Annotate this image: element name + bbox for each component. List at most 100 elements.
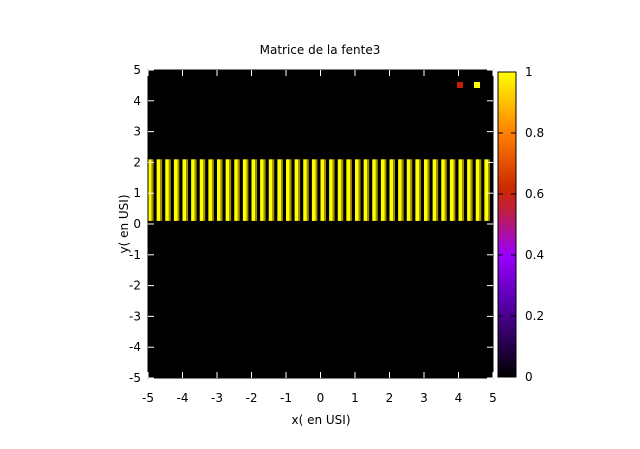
slit-bright bbox=[234, 159, 238, 221]
slit-bright bbox=[208, 159, 212, 221]
slit-mid bbox=[306, 159, 309, 221]
legend bbox=[457, 82, 480, 88]
slit-bright bbox=[148, 159, 152, 221]
x-tick-label: 3 bbox=[420, 391, 428, 405]
x-tick-label: -4 bbox=[177, 391, 189, 405]
slit-mid bbox=[272, 159, 275, 221]
slit-mid bbox=[186, 159, 189, 221]
y-tick-label: -1 bbox=[129, 248, 141, 262]
colorbar-axis: 1 0.8 0.6 0.4 0.2 0 bbox=[498, 65, 544, 384]
slit-bright bbox=[484, 159, 488, 221]
slit-bright bbox=[432, 159, 437, 221]
x-tick-label: -1 bbox=[280, 391, 292, 405]
slit-bright bbox=[458, 159, 463, 221]
x-axis: -5 -4 -3 -2 -1 0 1 2 3 4 5 bbox=[142, 70, 497, 405]
slit-mid bbox=[418, 159, 421, 221]
slit-bright bbox=[355, 159, 359, 221]
legend-marker bbox=[457, 82, 463, 88]
x-tick-label: 5 bbox=[489, 391, 497, 405]
x-tick-label: 0 bbox=[317, 391, 325, 405]
slit-mid bbox=[203, 159, 206, 221]
y-axis-label: y( en USI) bbox=[117, 194, 131, 253]
slit-mid bbox=[401, 159, 404, 221]
slit-bright bbox=[242, 159, 247, 221]
slit-bright bbox=[398, 159, 402, 221]
slit-mid bbox=[194, 159, 197, 221]
slit-bright bbox=[441, 159, 445, 221]
y-tick-label: 1 bbox=[133, 186, 141, 200]
y-tick-label: 4 bbox=[133, 94, 141, 108]
slit-mid bbox=[160, 159, 163, 221]
slit-mid bbox=[479, 159, 482, 221]
slit-bright bbox=[156, 159, 161, 221]
slit-mid bbox=[177, 159, 180, 221]
y-axis: 5 4 3 2 1 0 -1 -2 -3 -4 -5 bbox=[129, 63, 493, 385]
slit-mid bbox=[453, 159, 456, 221]
slit-mid bbox=[436, 159, 439, 221]
slit-mid bbox=[470, 159, 473, 221]
slit-bright bbox=[380, 159, 385, 221]
colorbar-tick-label: 0.4 bbox=[525, 248, 544, 262]
slit-mid bbox=[263, 159, 266, 221]
slit-mid bbox=[341, 159, 344, 221]
slit-mid bbox=[393, 159, 396, 221]
slit-mid bbox=[246, 159, 249, 221]
x-tick-label: -2 bbox=[246, 391, 258, 405]
slit-bright bbox=[311, 159, 316, 221]
y-tick-label: 2 bbox=[133, 155, 141, 169]
colorbar-tick-label: 0.6 bbox=[525, 187, 544, 201]
slit-bright bbox=[199, 159, 204, 221]
slit-bright bbox=[277, 159, 281, 221]
x-tick-label: -5 bbox=[142, 391, 154, 405]
x-tick-label: 1 bbox=[351, 391, 359, 405]
slit-bright bbox=[191, 159, 195, 221]
slit-mid bbox=[349, 159, 352, 221]
slit-bright bbox=[173, 159, 178, 221]
x-axis-label: x( en USI) bbox=[291, 413, 350, 427]
slit-mid bbox=[237, 159, 240, 221]
colorbar-tick-label: 0.8 bbox=[525, 126, 544, 140]
slit-mid bbox=[255, 159, 258, 221]
slit-mid bbox=[220, 159, 223, 221]
slit-bright bbox=[260, 159, 264, 221]
slit-mid bbox=[410, 159, 413, 221]
slit-bright bbox=[217, 159, 221, 221]
slit-bright bbox=[303, 159, 307, 221]
slit-mid bbox=[168, 159, 171, 221]
slit-bright bbox=[165, 159, 169, 221]
slit-mid bbox=[375, 159, 378, 221]
slit-bright bbox=[406, 159, 411, 221]
slit-bright bbox=[268, 159, 273, 221]
colorbar-tick-label: 0 bbox=[525, 370, 533, 384]
plot-area bbox=[148, 70, 493, 378]
y-tick-label: -3 bbox=[129, 309, 141, 323]
slit-band bbox=[148, 159, 490, 221]
slit-mid bbox=[367, 159, 370, 221]
colorbar bbox=[497, 71, 517, 378]
slit-bright bbox=[467, 159, 471, 221]
x-tick-label: 4 bbox=[455, 391, 463, 405]
legend-marker bbox=[474, 82, 480, 88]
y-tick-label: 3 bbox=[133, 125, 141, 139]
slit-bright bbox=[449, 159, 454, 221]
x-tick-label: -3 bbox=[211, 391, 223, 405]
slit-mid bbox=[384, 159, 387, 221]
slit-mid bbox=[444, 159, 447, 221]
slit-bright bbox=[286, 159, 290, 221]
slit-bright bbox=[475, 159, 480, 221]
y-tick-label: 5 bbox=[133, 63, 141, 77]
slit-mid bbox=[298, 159, 301, 221]
chart-title: Matrice de la fente3 bbox=[260, 43, 381, 57]
slit-mid bbox=[229, 159, 232, 221]
slit-bright bbox=[320, 159, 325, 221]
slit-bright bbox=[329, 159, 333, 221]
slit-mid bbox=[280, 159, 283, 221]
slit-mid bbox=[211, 159, 214, 221]
slit-mid bbox=[332, 159, 335, 221]
slit-mid bbox=[358, 159, 361, 221]
y-tick-label: -4 bbox=[129, 340, 141, 354]
slit-bright bbox=[337, 159, 342, 221]
slit-mid bbox=[315, 159, 318, 221]
slit-bright bbox=[182, 159, 187, 221]
